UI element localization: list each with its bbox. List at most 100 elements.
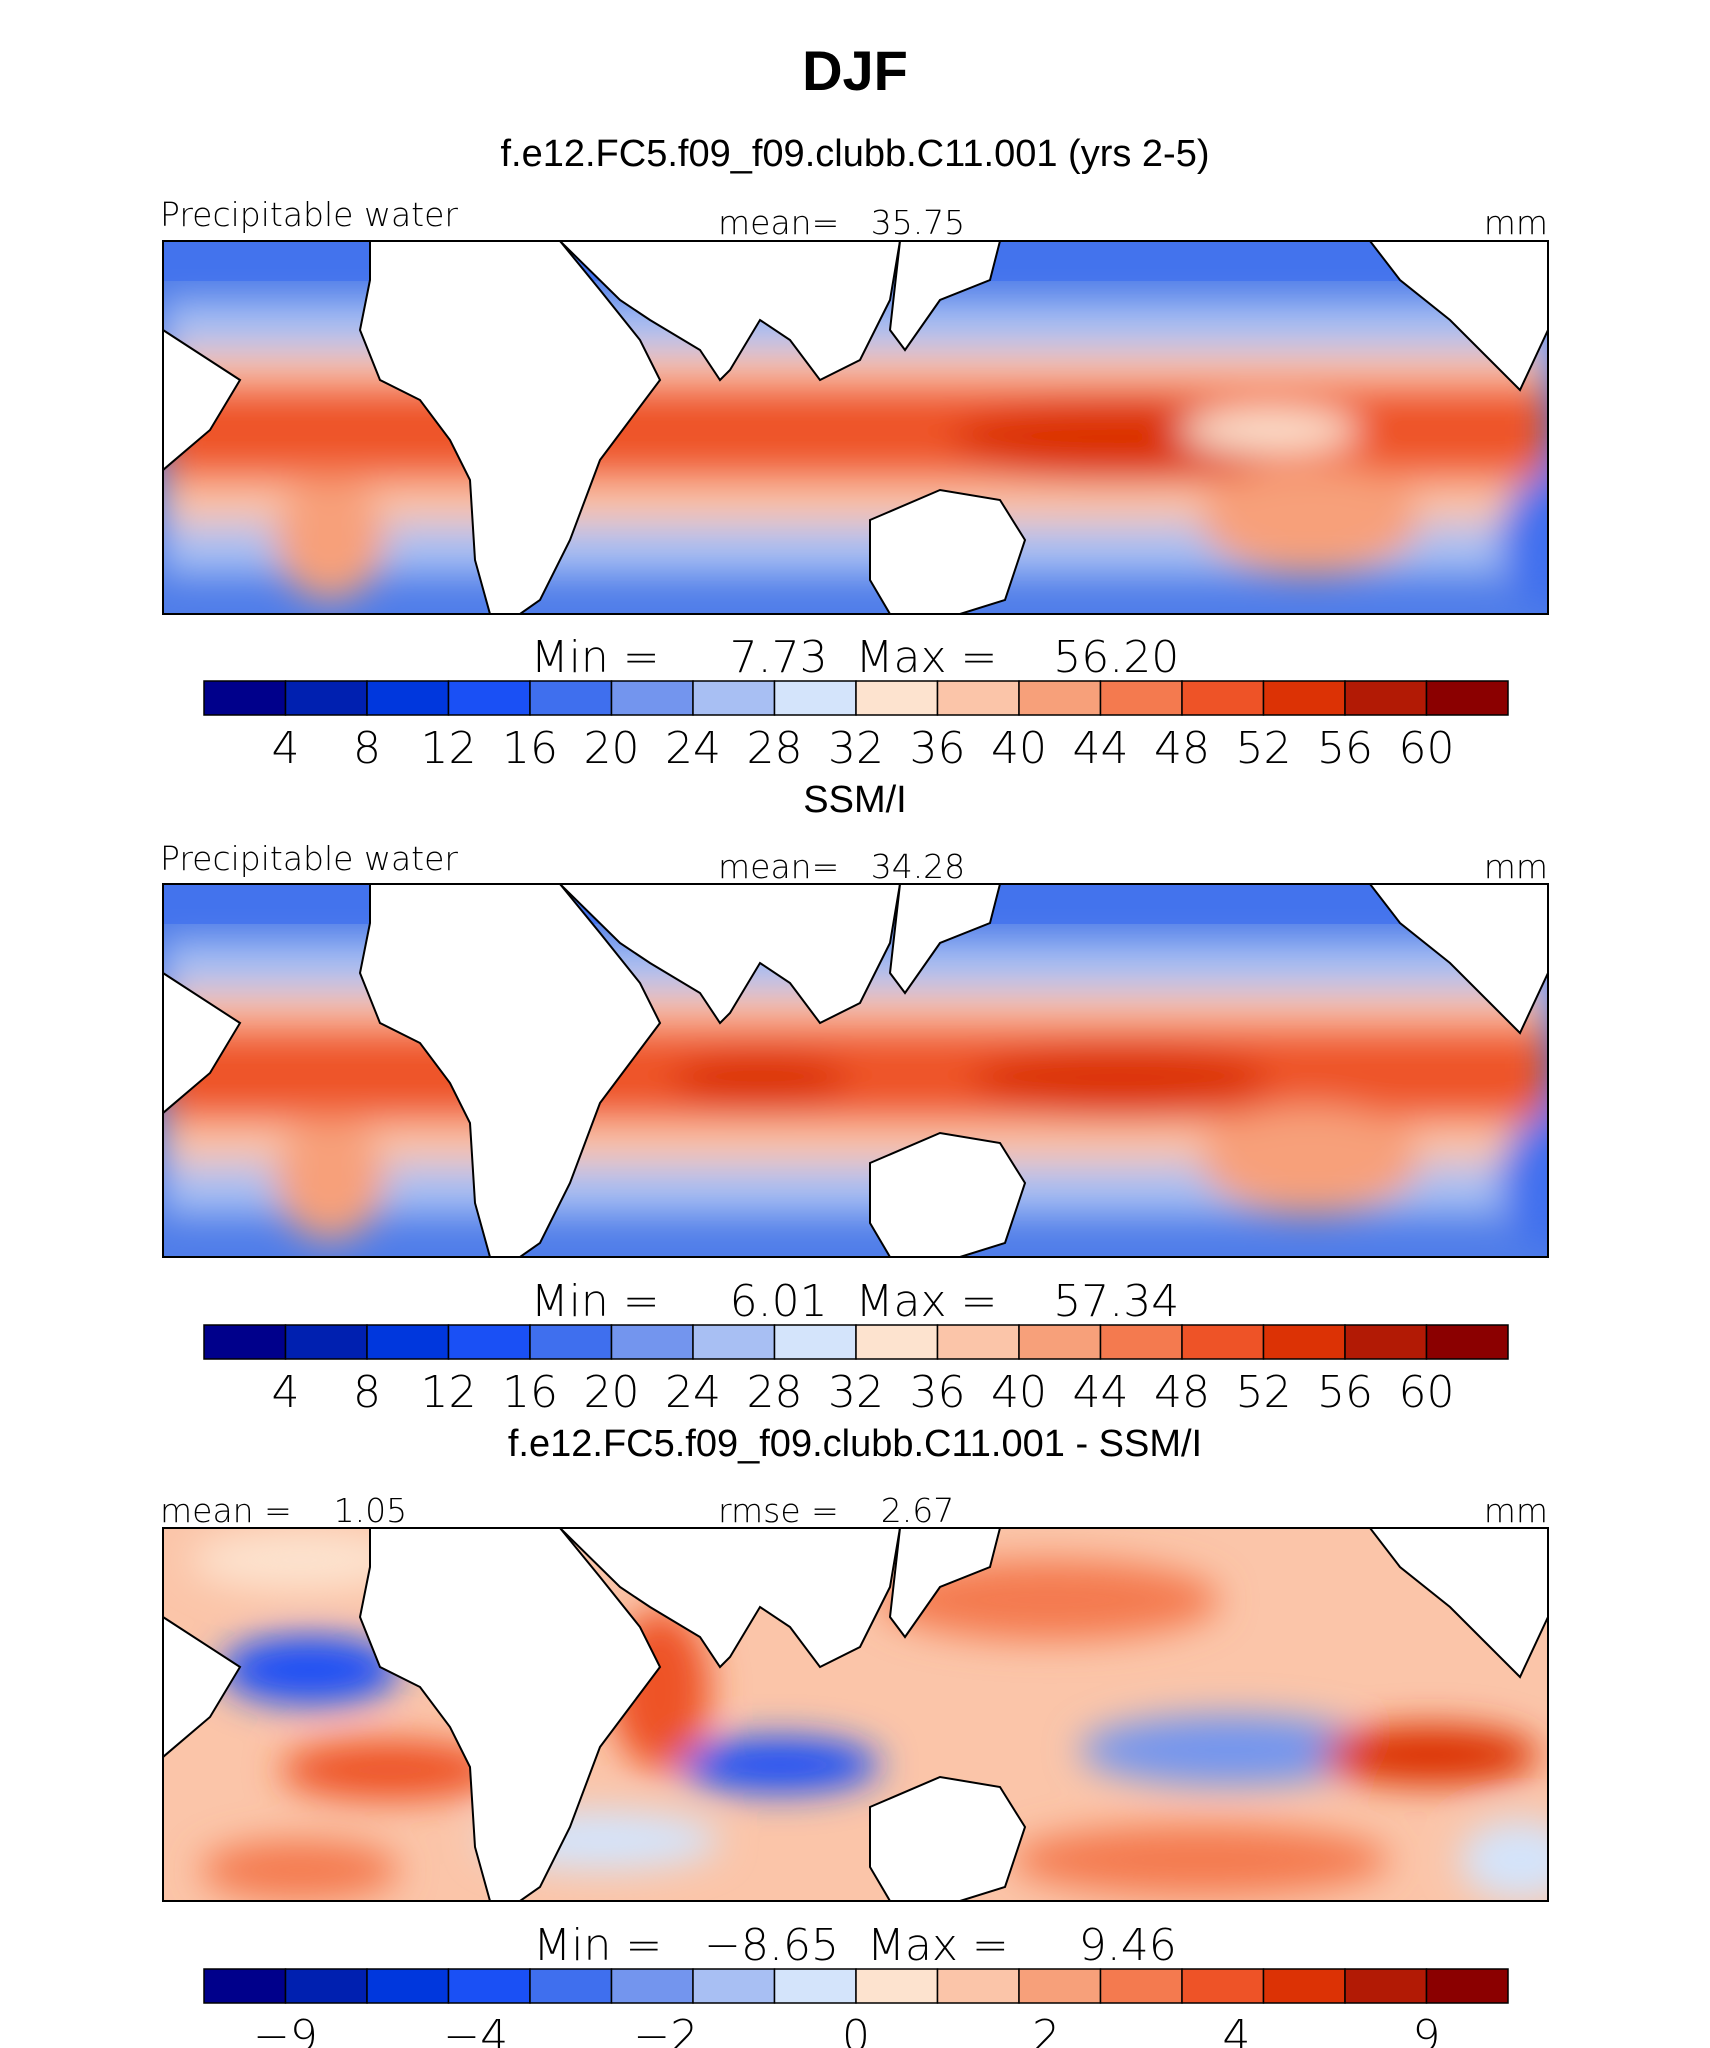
panel-diff-rmse-label: rmse = 2.67 (718, 1491, 954, 1530)
colorbar-tick-label: 12 (421, 723, 477, 774)
panel-diff-colorbar (203, 1968, 1509, 2004)
panel-obs-subtitle: SSM/I (803, 779, 906, 821)
colorbar-tick-label: 2 (1032, 2011, 1060, 2048)
colorbar-box (773, 1968, 857, 2004)
colorbar-box (1018, 1968, 1102, 2004)
colorbar-box (610, 1324, 694, 1360)
colorbar-box (1181, 680, 1265, 716)
colorbar-box (1344, 1324, 1428, 1360)
panel-obs-minmax: Min = 6.01 Max = 57.34 (531, 1276, 1180, 1327)
panel-obs-colorbar (203, 1324, 1509, 1360)
colorbar-tick-label: 40 (991, 1367, 1047, 1418)
colorbar-tick-label: 16 (502, 1367, 558, 1418)
colorbar-box (1262, 1324, 1346, 1360)
colorbar-tick-label: 60 (1399, 723, 1455, 774)
colorbar-tick-label: 8 (353, 1367, 381, 1418)
panel-model-map-frame (162, 240, 1549, 615)
panel-diff-map (163, 1528, 1548, 1901)
colorbar-tick-label: 52 (1236, 723, 1292, 774)
colorbar-box (203, 680, 287, 716)
colorbar-box (366, 680, 450, 716)
colorbar-tick-label: 28 (747, 723, 803, 774)
colorbar-tick-label: 36 (910, 723, 966, 774)
colorbar-tick-label: −9 (253, 2011, 318, 2048)
colorbar-box (529, 1324, 613, 1360)
colorbar-tick-label: 44 (1073, 723, 1129, 774)
colorbar-tick-label: 56 (1317, 723, 1373, 774)
panel-model: f.e12.FC5.f09_f09.clubb.C11.001 (yrs 2-5… (160, 133, 1549, 774)
colorbar-box (447, 680, 531, 716)
colorbar-box (855, 1968, 939, 2004)
colorbar-box (1425, 680, 1509, 716)
colorbar-box (1425, 1968, 1509, 2004)
colorbar-box (284, 680, 368, 716)
colorbar-box (692, 1324, 776, 1360)
panel-obs-colorbar-labels: 4 8 12 16 20 24 28 32 36 40 44 48 52 56 60 (272, 1367, 1455, 1418)
panel-model-variable-label: Precipitable water (160, 195, 458, 234)
colorbar-box (203, 1324, 287, 1360)
panel-model-map (163, 241, 1548, 614)
panel-obs-map-frame (162, 883, 1549, 1258)
colorbar-tick-label: 0 (842, 2011, 870, 2048)
colorbar-tick-label: 24 (665, 1367, 721, 1418)
colorbar-tick-label: 56 (1317, 1367, 1373, 1418)
colorbar-box (692, 680, 776, 716)
colorbar-box (1344, 1968, 1428, 2004)
colorbar-box (1181, 1324, 1265, 1360)
colorbar-tick-label: 20 (584, 1367, 640, 1418)
panel-model-mean-label: mean= 35.75 (718, 203, 965, 242)
colorbar-tick-label: −4 (443, 2011, 508, 2048)
colorbar-tick-label: 28 (747, 1367, 803, 1418)
colorbar-tick-label: 48 (1154, 1367, 1210, 1418)
colorbar-tick-label: 32 (828, 723, 884, 774)
panel-diff-minmax: Min = −8.65 Max = 9.46 (533, 1920, 1176, 1971)
colorbar-tick-label: 60 (1399, 1367, 1455, 1418)
colorbar-box (529, 1968, 613, 2004)
colorbar-tick-label: 4 (272, 723, 300, 774)
panel-diff-mean-label: mean = 1.05 (160, 1491, 407, 1530)
panel-diff-map-frame (162, 1527, 1549, 1902)
colorbar-box (1099, 1968, 1183, 2004)
colorbar-box (610, 680, 694, 716)
colorbar-tick-label: 44 (1073, 1367, 1129, 1418)
colorbar-box (284, 1968, 368, 2004)
panel-diff-units-label: mm (1484, 1491, 1548, 1530)
colorbar-tick-label: −2 (633, 2011, 698, 2048)
colorbar-tick-label: 4 (272, 1367, 300, 1418)
colorbar-tick-label: 20 (584, 723, 640, 774)
figure-title: DJF (802, 39, 908, 102)
panel-obs-map (163, 884, 1548, 1257)
panel-obs-units-label: mm (1484, 847, 1548, 886)
colorbar-tick-label: 8 (353, 723, 381, 774)
colorbar-box (284, 1324, 368, 1360)
colorbar-box (1018, 680, 1102, 716)
colorbar-box (1425, 1324, 1509, 1360)
panel-model-minmax: Min = 7.73 Max = 56.20 (531, 632, 1180, 683)
colorbar-box (203, 1968, 287, 2004)
colorbar-box (692, 1968, 776, 2004)
panel-diff-subtitle: f.e12.FC5.f09_f09.clubb.C11.001 - SSM/I (508, 1423, 1202, 1465)
colorbar-tick-label: 48 (1154, 723, 1210, 774)
colorbar-box (855, 680, 939, 716)
colorbar-box (1181, 1968, 1265, 2004)
colorbar-tick-label: 52 (1236, 1367, 1292, 1418)
colorbar-box (773, 680, 857, 716)
colorbar-box (1018, 1324, 1102, 1360)
colorbar-tick-label: 36 (910, 1367, 966, 1418)
colorbar-box (610, 1968, 694, 2004)
colorbar-tick-label: 40 (991, 723, 1047, 774)
panel-obs-variable-label: Precipitable water (160, 839, 458, 878)
colorbar-box (1099, 680, 1183, 716)
colorbar-box (447, 1968, 531, 2004)
colorbar-tick-label: 9 (1413, 2011, 1441, 2048)
colorbar-box (1262, 1968, 1346, 2004)
colorbar-box (529, 680, 613, 716)
colorbar-box (447, 1324, 531, 1360)
colorbar-box (1344, 680, 1428, 716)
colorbar-box (366, 1324, 450, 1360)
panel-diff: f.e12.FC5.f09_f09.clubb.C11.001 - SSM/I … (160, 1423, 1549, 2048)
panel-diff-colorbar-labels: −9 −4 −2 0 2 4 9 (253, 2011, 1440, 2048)
colorbar-box (1262, 680, 1346, 716)
colorbar-box (936, 1968, 1020, 2004)
